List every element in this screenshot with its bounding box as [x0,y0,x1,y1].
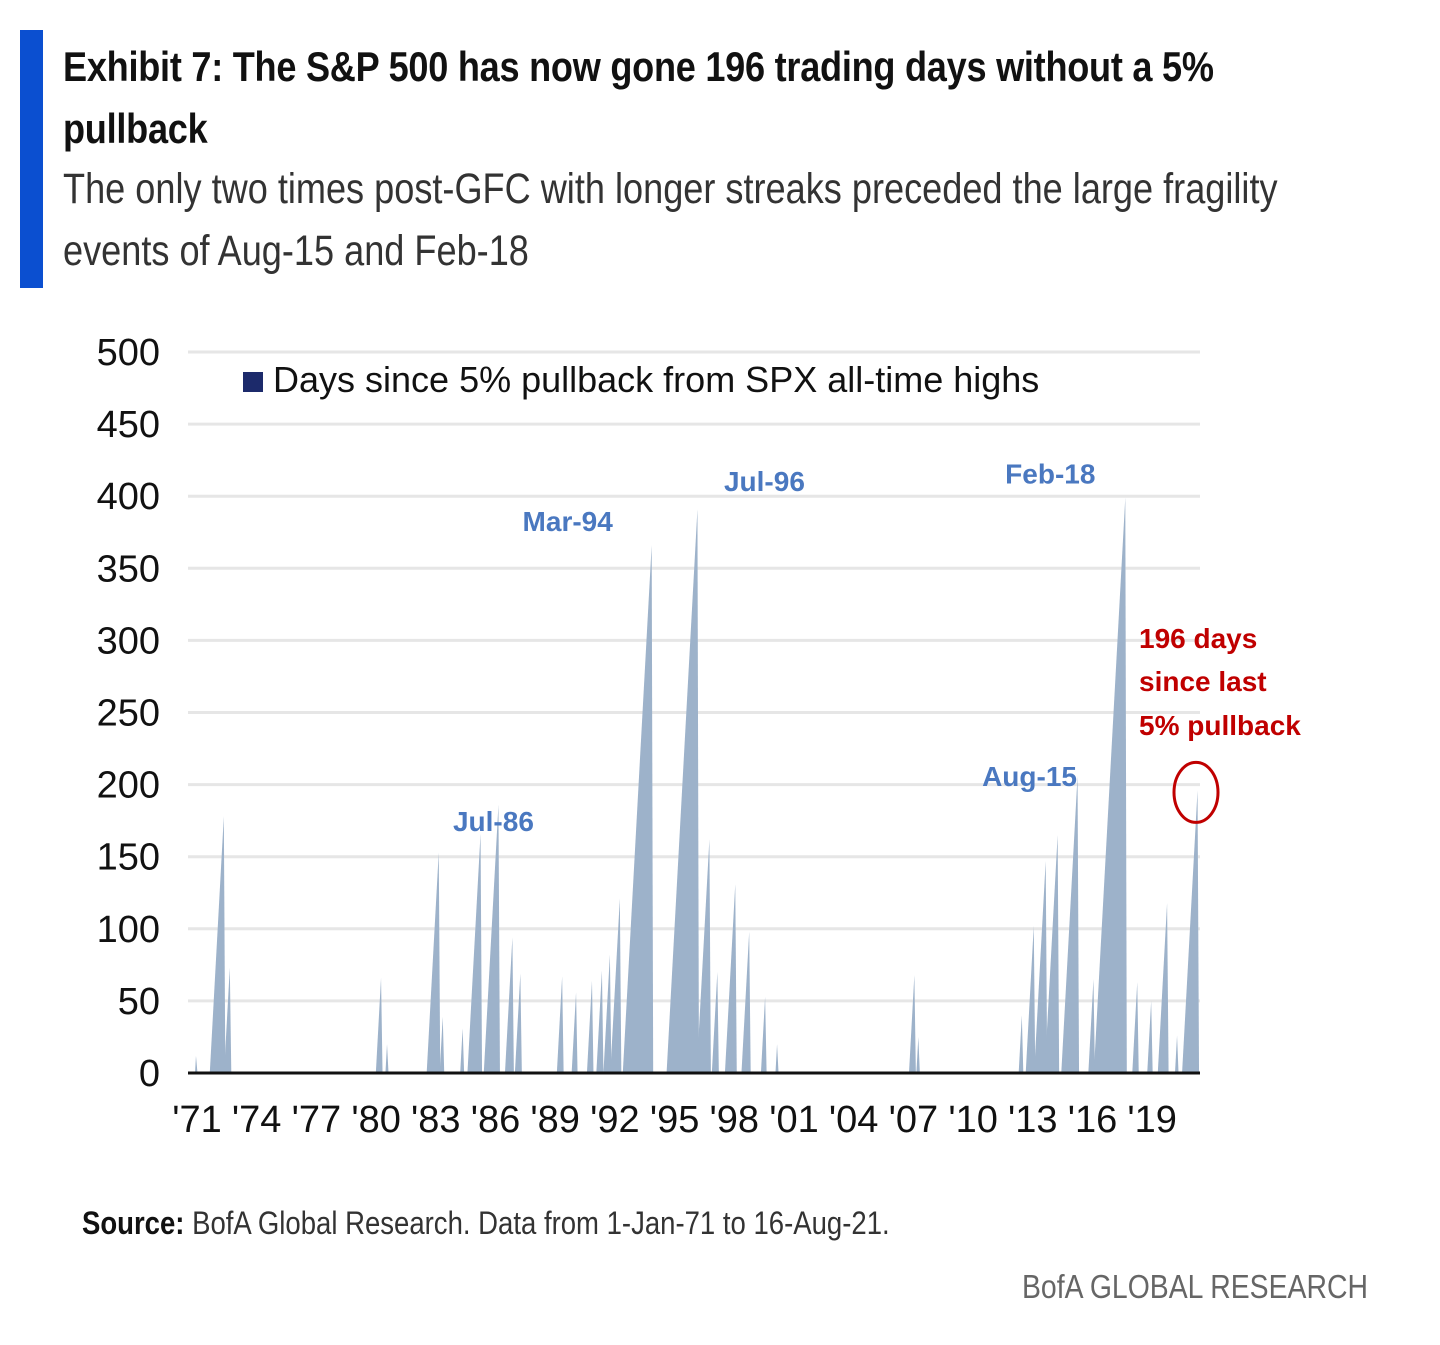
red-annotation-line: since last [1139,666,1267,697]
brand-footer: BofA GLOBAL RESEARCH [1022,1268,1368,1305]
y-tick-label: 150 [97,837,160,879]
x-tick-label: '86 [471,1099,521,1141]
source-label: Source: [82,1205,185,1241]
streak-spike [724,884,737,1073]
y-tick-label: 100 [97,909,160,951]
y-tick-label: 250 [97,693,160,735]
streak-spike [514,973,522,1073]
streak-spike [195,1055,198,1073]
red-annotation: 196 days since last 5% pullback [1139,623,1301,741]
x-tick-label: '89 [530,1099,580,1141]
streak-spike [916,1036,920,1073]
area-series [195,497,1200,1074]
x-tick-label: '10 [948,1099,998,1141]
streak-spike [610,898,622,1073]
streak-spike [1018,1015,1024,1073]
x-tick-label: '07 [889,1099,939,1141]
annotations: Jul-86 Mar-94 Jul-96 Aug-15 Feb-18 [453,459,1095,837]
streak-spike [467,833,483,1073]
streak-spike [426,852,441,1073]
x-tick-label: '83 [411,1099,461,1141]
streak-spike [596,970,604,1073]
streak-spike [1061,775,1080,1073]
streak-spike [775,1044,779,1073]
streak-spike [1025,925,1036,1073]
streak-spike [1174,1035,1179,1073]
y-tick-label: 400 [97,476,160,518]
streak-spike [439,1016,445,1073]
peak-label: Mar-94 [523,506,614,537]
x-tick-label: '74 [232,1099,282,1141]
streak-spike [586,980,594,1073]
chart: 0 50 100 150 200 250 300 350 400 450 500 '71'74'77… [97,332,1302,1141]
x-tick-label: '04 [829,1099,879,1141]
y-tick-label: 500 [97,332,160,374]
streak-spike [385,1044,389,1073]
peak-label: Jul-86 [453,806,534,837]
y-tick-label: 50 [118,981,160,1023]
chart-title: Exhibit 7: The S&P 500 has now gone 196 … [63,43,1214,152]
red-annotation-line: 196 days [1139,623,1257,654]
y-tick-label: 0 [139,1053,160,1095]
streak-spike [760,996,767,1073]
streak-spike [460,1028,465,1073]
streak-spike [483,804,500,1073]
streak-spike [375,977,383,1073]
streak-spike [696,839,711,1073]
legend-swatch [243,372,263,392]
peak-label: Feb-18 [1005,459,1095,490]
streak-spike [603,954,612,1073]
peak-label: Aug-15 [982,761,1077,792]
streak-spike [1182,790,1200,1073]
streak-spike [571,992,578,1073]
streak-spike [908,974,916,1073]
x-tick-label: '19 [1127,1099,1177,1141]
streak-spike [1088,979,1095,1073]
x-tick-label: '13 [1008,1099,1058,1141]
streak-spike [711,972,719,1073]
x-tick-label: '71 [172,1099,222,1141]
accent-bar [20,30,43,288]
x-tick-label: '92 [590,1099,640,1141]
streak-spike [1147,1000,1153,1073]
peak-label: Jul-96 [724,466,805,497]
streak-spike [1044,835,1060,1073]
y-tick-label: 450 [97,404,160,446]
x-tick-label: '95 [650,1099,700,1141]
y-axis-ticks: 0 50 100 150 200 250 300 350 400 450 500 [97,332,160,1095]
streak-spike [224,967,232,1073]
x-tick-label: '98 [710,1099,760,1141]
streak-spike [1132,982,1139,1073]
x-axis-ticks: '71'74'77'80'83'86'89'92'95'98'01'04'07 '… [172,1099,1177,1141]
y-tick-label: 200 [97,765,160,807]
streak-spike [1093,497,1127,1074]
source-text: BofA Global Research. Data from 1-Jan-71… [184,1205,890,1241]
streak-spike [741,931,751,1073]
streak-spike [622,545,654,1073]
streak-spike [666,509,699,1073]
x-tick-label: '77 [292,1099,342,1141]
legend: Days since 5% pullback from SPX all-time… [243,359,1039,400]
y-tick-label: 300 [97,620,160,662]
y-tick-label: 350 [97,548,160,590]
legend-label: Days since 5% pullback from SPX all-time… [273,359,1039,400]
x-tick-label: '01 [769,1099,819,1141]
x-tick-label: '16 [1068,1099,1118,1141]
streak-spike [209,816,226,1073]
streak-spike [556,976,564,1073]
streak-spike [1157,902,1169,1073]
source-note: Source: BofA Global Research. Data from … [82,1205,890,1242]
x-tick-label: '80 [351,1099,401,1141]
streak-spike [1034,861,1048,1073]
red-annotation-line: 5% pullback [1139,710,1301,741]
current-value-circle [1172,760,1220,824]
streak-spike [504,937,514,1073]
chart-subtitle: The only two times post-GFC with longer … [63,165,1278,275]
